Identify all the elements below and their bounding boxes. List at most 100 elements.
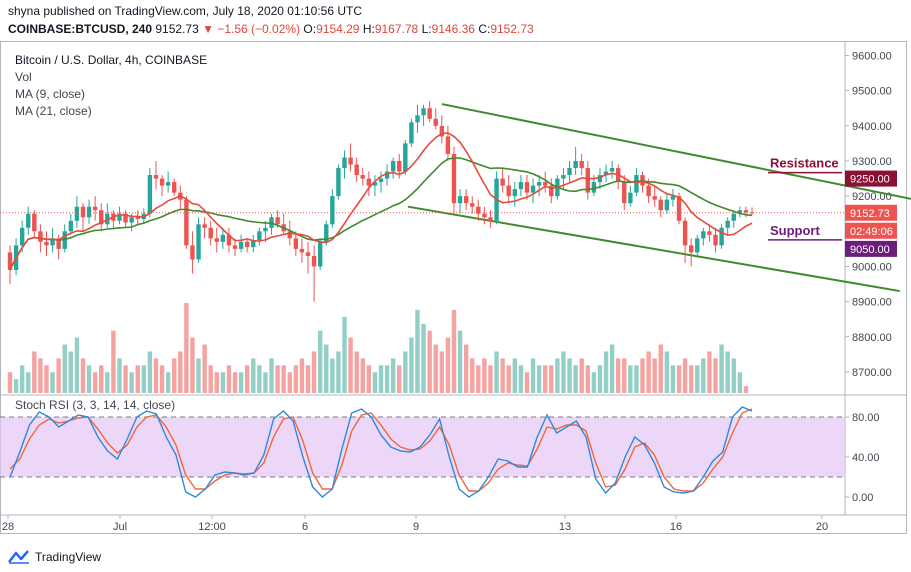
volume-bar — [299, 358, 305, 393]
ma21-legend: MA (21, close) — [15, 104, 92, 118]
candle-body — [433, 118, 438, 126]
candle-body — [311, 255, 317, 267]
volume-bar — [682, 358, 688, 393]
candle-body — [92, 206, 98, 211]
volume-bar — [652, 358, 657, 393]
volume-bar — [597, 365, 603, 393]
candle-body — [530, 185, 536, 193]
candle-body — [597, 175, 603, 183]
volume-bar — [670, 365, 676, 393]
candle-body — [713, 234, 718, 246]
low-label: L: — [421, 22, 432, 36]
current-price-tag: 9152.73 — [850, 208, 890, 220]
stoch-rsi-k-line — [9, 406, 753, 498]
volume-bar — [573, 365, 578, 393]
volume-bar — [92, 372, 98, 393]
volume-bar — [719, 344, 724, 393]
candle-body — [123, 213, 128, 223]
candle-body — [719, 227, 724, 246]
volume-bar — [226, 365, 232, 393]
volume-bar — [470, 358, 475, 393]
rsi-tick-label: 40.00 — [852, 452, 880, 464]
volume-bar — [591, 372, 597, 393]
volume-bar — [172, 358, 177, 393]
volume-bar — [384, 365, 390, 393]
volume-bar — [111, 330, 116, 393]
volume-bar — [634, 365, 639, 393]
candle-body — [80, 206, 86, 218]
candle-body — [390, 161, 396, 172]
volume-bar — [251, 358, 256, 393]
time-tick-label: 16 — [670, 521, 682, 533]
volume-bar — [457, 330, 463, 393]
volume-bar — [68, 351, 74, 393]
volume-bar — [275, 365, 280, 393]
candle-body — [7, 252, 13, 270]
candle-body — [591, 182, 597, 193]
candle-body — [184, 199, 189, 246]
time-tick-label: Jul — [113, 521, 127, 533]
stoch-rsi-d-line — [9, 408, 753, 492]
price-chart-svg[interactable]: 9600.009500.009400.009300.009200.009100.… — [0, 41, 911, 535]
volume-bar — [713, 358, 718, 393]
candle-body — [208, 227, 213, 239]
chart-title: Bitcoin / U.S. Dollar, 4h, COINBASE — [15, 53, 208, 67]
price-tick-label: 9400.00 — [852, 121, 892, 133]
volume-bar — [330, 358, 335, 393]
candle-body — [372, 182, 378, 186]
candle-body — [579, 161, 584, 169]
volume-bar — [518, 365, 524, 393]
price-change: −1.56 (−0.02%) — [217, 22, 301, 36]
volume-bar — [524, 372, 530, 393]
candle-body — [105, 213, 110, 225]
candle-body — [220, 234, 226, 242]
chart-header: shyna published on TradingView.com, July… — [8, 4, 534, 37]
candle-body — [244, 241, 250, 248]
countdown-tag-bg — [845, 222, 897, 239]
chart-area[interactable]: 9600.009500.009400.009300.009200.009100.… — [0, 41, 911, 535]
volume-bar — [615, 358, 621, 393]
volume-bar — [433, 344, 438, 393]
volume-bar — [244, 365, 250, 393]
price-tick-label: 8800.00 — [852, 332, 892, 344]
time-tick-label: 6 — [302, 521, 308, 533]
volume-bar — [263, 372, 268, 393]
rsi-tick-label: 80.00 — [852, 412, 880, 424]
support-price-tag: 9050.00 — [850, 244, 890, 256]
candle-body — [129, 217, 134, 223]
candle-body — [74, 206, 80, 221]
resistance-price-tag: 9250.00 — [850, 174, 890, 186]
ohlc-line: COINBASE:BTCUSD, 240 9152.73 ▼ −1.56 (−0… — [8, 22, 534, 37]
volume-bar — [737, 372, 743, 393]
volume-bar — [62, 344, 67, 393]
last-price: 9152.73 — [155, 22, 199, 36]
volume-bar — [32, 351, 37, 393]
ma9-legend: MA (9, close) — [15, 87, 86, 101]
footer-brand[interactable]: TradingView — [8, 550, 101, 564]
volume-bar — [506, 365, 511, 393]
candle-body — [482, 213, 487, 218]
candle-body — [549, 185, 554, 197]
volume-bar — [44, 365, 49, 393]
symbol: COINBASE:BTCUSD, 240 — [8, 22, 153, 36]
candle-body — [707, 231, 712, 235]
rsi-tick-label: 0.00 — [852, 492, 873, 504]
vol-legend: Vol — [15, 70, 32, 84]
volume-bar — [409, 337, 414, 393]
candle-body — [403, 143, 408, 172]
volume-bar — [482, 358, 487, 393]
volume-bar — [238, 372, 244, 393]
candle-body — [305, 252, 311, 256]
candle-body — [238, 241, 244, 249]
candle-body — [737, 210, 743, 214]
candle-body — [676, 196, 682, 221]
volume-bar — [165, 372, 171, 393]
volume-bar — [421, 323, 426, 393]
candle-body — [743, 210, 749, 213]
volume-bar — [178, 351, 183, 393]
volume-bar — [451, 309, 457, 393]
candle-body — [688, 245, 694, 253]
candle-body — [421, 108, 426, 116]
volume-bar — [415, 309, 420, 393]
candle-body — [682, 220, 688, 246]
